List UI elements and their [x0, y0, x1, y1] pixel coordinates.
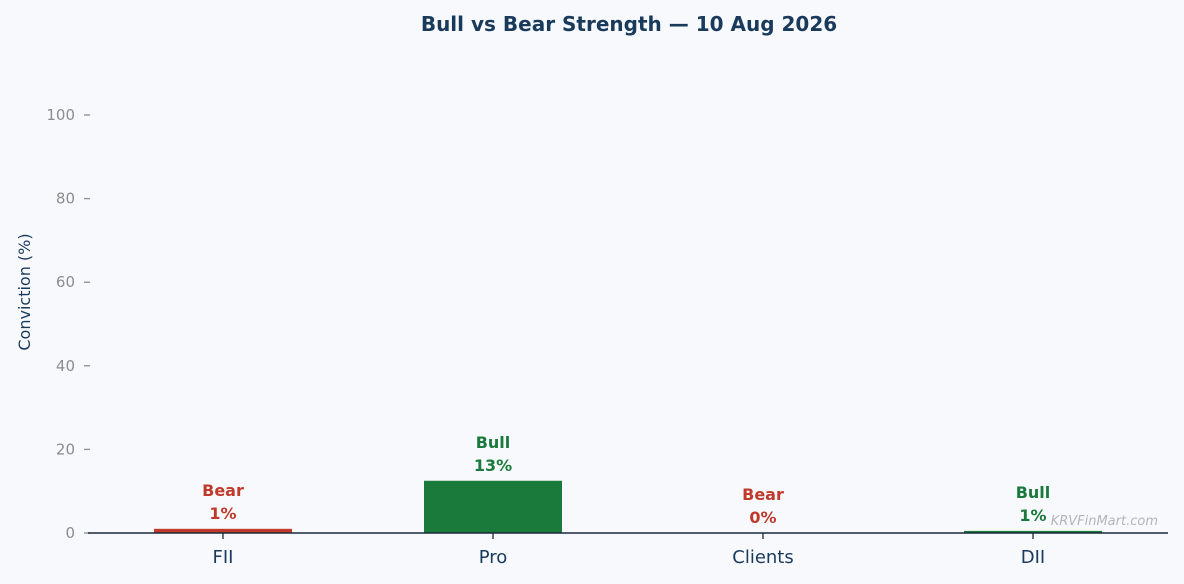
- y-tick-label: 20: [56, 440, 75, 458]
- data-label-value: 13%: [474, 456, 512, 475]
- data-label-value: 0%: [749, 508, 776, 527]
- y-tick-label: 40: [56, 357, 75, 375]
- x-tick-label: FII: [213, 547, 234, 568]
- x-tick-label: Clients: [732, 547, 794, 568]
- data-label-sentiment: Bull: [1016, 483, 1051, 502]
- data-label-sentiment: Bear: [202, 481, 244, 500]
- x-axis: FII Pro Clients DII: [213, 533, 1045, 568]
- data-label-sentiment: Bear: [742, 485, 784, 504]
- y-tick-label: 100: [46, 106, 75, 124]
- x-tick-label: DII: [1021, 547, 1045, 568]
- watermark: KRVFinMart.com: [1051, 514, 1158, 529]
- y-tick-label: 60: [56, 273, 75, 291]
- y-tick-label: 0: [65, 524, 75, 542]
- data-label-value: 1%: [209, 504, 236, 523]
- bar-pro: [424, 480, 562, 533]
- bars-group: Bear 1% Bull 13% Bear 0% Bull 1%: [154, 433, 1102, 533]
- bar-fii: [154, 528, 292, 533]
- x-tick-label: Pro: [479, 547, 508, 568]
- chart-title: Bull vs Bear Strength — 10 Aug 2026: [421, 12, 837, 36]
- data-label-value: 1%: [1019, 506, 1046, 525]
- bar-dii: [964, 530, 1102, 533]
- y-axis: 0 20 40 60 80 100: [46, 106, 90, 542]
- data-label-sentiment: Bull: [476, 433, 511, 452]
- y-axis-label: Conviction (%): [15, 233, 34, 350]
- y-tick-label: 80: [56, 190, 75, 208]
